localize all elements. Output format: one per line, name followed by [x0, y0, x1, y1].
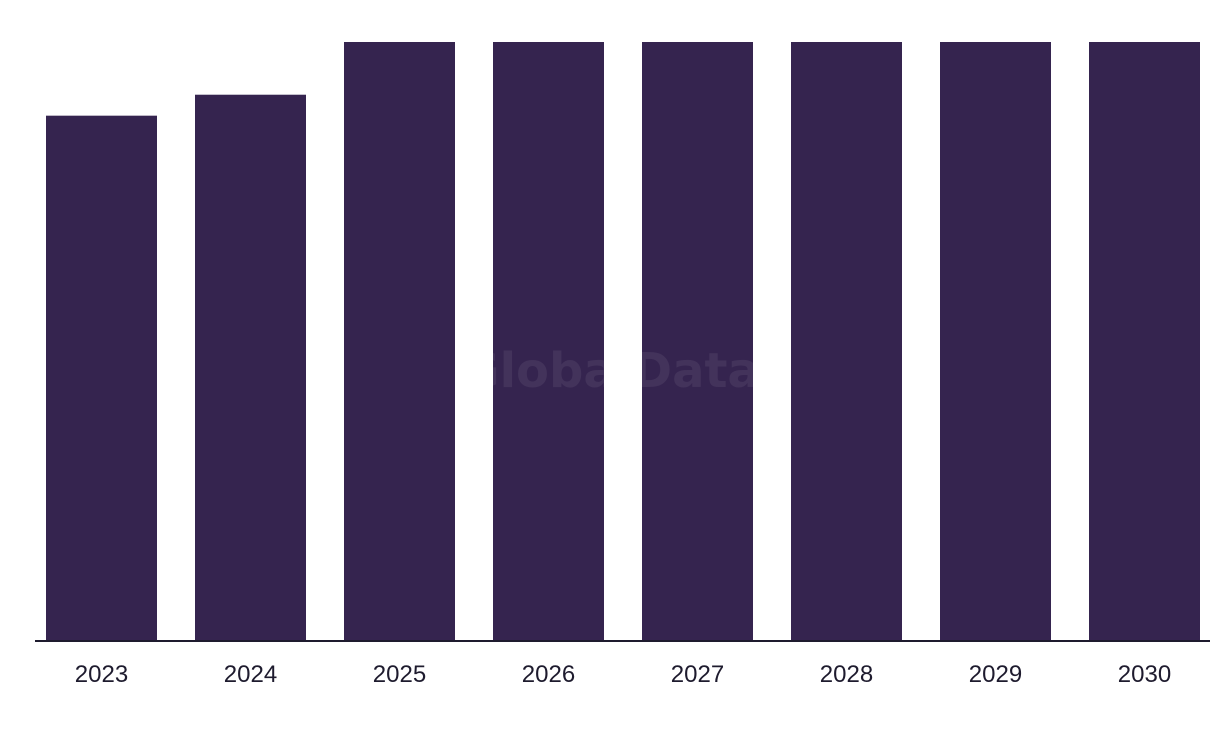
bar-2024 — [195, 94, 306, 642]
bar-2026 — [493, 42, 604, 641]
x-tick-label-2025: 2025 — [373, 661, 426, 688]
x-tick-label-2028: 2028 — [820, 661, 873, 688]
x-tick-labels: 2023 2024 2025 2026 2027 2028 2029 2030 — [75, 661, 1171, 688]
bar-2027 — [642, 42, 753, 641]
x-tick-label-2027: 2027 — [671, 661, 724, 688]
bar-2025 — [344, 42, 455, 641]
bar-2030 — [1089, 42, 1200, 641]
x-tick-label-2029: 2029 — [969, 661, 1022, 688]
x-tick-label-2030: 2030 — [1118, 661, 1171, 688]
bar-2028 — [791, 42, 902, 641]
x-tick-label-2023: 2023 — [75, 661, 128, 688]
bars-group — [46, 42, 1200, 642]
watermark-logo: GlobalData — [460, 343, 760, 399]
bar-2029 — [940, 42, 1051, 641]
x-tick-label-2024: 2024 — [224, 661, 277, 688]
x-tick-label-2026: 2026 — [522, 661, 575, 688]
bar-2023 — [46, 115, 157, 641]
